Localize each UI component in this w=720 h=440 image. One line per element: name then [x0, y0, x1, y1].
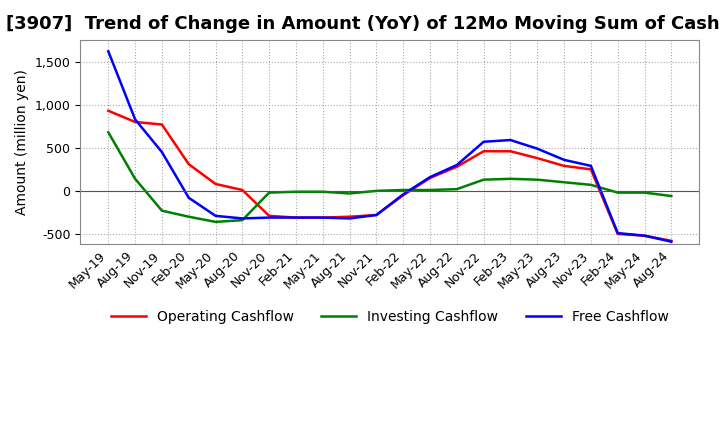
- Investing Cashflow: [640, 190, 649, 195]
- Investing Cashflow: [184, 214, 193, 220]
- Operating Cashflow: [640, 233, 649, 238]
- Free Cashflow: [158, 150, 166, 155]
- Operating Cashflow: [559, 163, 568, 169]
- Operating Cashflow: [399, 193, 408, 198]
- Investing Cashflow: [292, 189, 300, 194]
- Investing Cashflow: [533, 177, 541, 182]
- Free Cashflow: [399, 192, 408, 197]
- Operating Cashflow: [318, 215, 327, 220]
- Operating Cashflow: [184, 161, 193, 167]
- Operating Cashflow: [158, 122, 166, 127]
- Free Cashflow: [211, 213, 220, 219]
- Operating Cashflow: [238, 187, 247, 193]
- Free Cashflow: [533, 146, 541, 151]
- Free Cashflow: [318, 215, 327, 220]
- Free Cashflow: [453, 162, 462, 168]
- Operating Cashflow: [292, 215, 300, 220]
- Investing Cashflow: [506, 176, 515, 181]
- Operating Cashflow: [480, 149, 488, 154]
- Investing Cashflow: [667, 194, 675, 199]
- Investing Cashflow: [158, 208, 166, 213]
- Operating Cashflow: [131, 119, 140, 125]
- Investing Cashflow: [559, 180, 568, 185]
- Free Cashflow: [587, 163, 595, 169]
- Free Cashflow: [640, 233, 649, 238]
- Title: [3907]  Trend of Change in Amount (YoY) of 12Mo Moving Sum of Cashflows: [3907] Trend of Change in Amount (YoY) o…: [6, 15, 720, 33]
- Operating Cashflow: [265, 213, 274, 219]
- Free Cashflow: [131, 117, 140, 122]
- Free Cashflow: [559, 157, 568, 162]
- Free Cashflow: [238, 216, 247, 221]
- Free Cashflow: [613, 231, 622, 236]
- Investing Cashflow: [372, 188, 381, 194]
- Operating Cashflow: [346, 214, 354, 220]
- Investing Cashflow: [265, 190, 274, 195]
- Investing Cashflow: [480, 177, 488, 182]
- Free Cashflow: [104, 49, 112, 54]
- Free Cashflow: [372, 213, 381, 218]
- Operating Cashflow: [104, 108, 112, 114]
- Operating Cashflow: [613, 231, 622, 237]
- Free Cashflow: [506, 137, 515, 143]
- Legend: Operating Cashflow, Investing Cashflow, Free Cashflow: Operating Cashflow, Investing Cashflow, …: [105, 304, 675, 329]
- Operating Cashflow: [372, 213, 381, 218]
- Free Cashflow: [667, 239, 675, 244]
- Operating Cashflow: [667, 238, 675, 243]
- Investing Cashflow: [613, 190, 622, 195]
- Free Cashflow: [426, 174, 434, 180]
- Investing Cashflow: [238, 217, 247, 223]
- Operating Cashflow: [587, 167, 595, 172]
- Investing Cashflow: [453, 187, 462, 192]
- Line: Operating Cashflow: Operating Cashflow: [108, 111, 671, 241]
- Free Cashflow: [480, 139, 488, 144]
- Operating Cashflow: [211, 181, 220, 187]
- Investing Cashflow: [346, 191, 354, 196]
- Free Cashflow: [184, 195, 193, 200]
- Investing Cashflow: [399, 187, 408, 193]
- Investing Cashflow: [211, 219, 220, 224]
- Operating Cashflow: [453, 164, 462, 169]
- Line: Free Cashflow: Free Cashflow: [108, 51, 671, 242]
- Investing Cashflow: [131, 176, 140, 181]
- Operating Cashflow: [533, 155, 541, 161]
- Investing Cashflow: [318, 189, 327, 194]
- Operating Cashflow: [426, 175, 434, 180]
- Y-axis label: Amount (million yen): Amount (million yen): [15, 69, 29, 215]
- Free Cashflow: [346, 216, 354, 221]
- Free Cashflow: [265, 215, 274, 220]
- Investing Cashflow: [426, 187, 434, 193]
- Free Cashflow: [292, 215, 300, 220]
- Investing Cashflow: [104, 130, 112, 135]
- Investing Cashflow: [587, 182, 595, 187]
- Operating Cashflow: [506, 149, 515, 154]
- Line: Investing Cashflow: Investing Cashflow: [108, 132, 671, 222]
